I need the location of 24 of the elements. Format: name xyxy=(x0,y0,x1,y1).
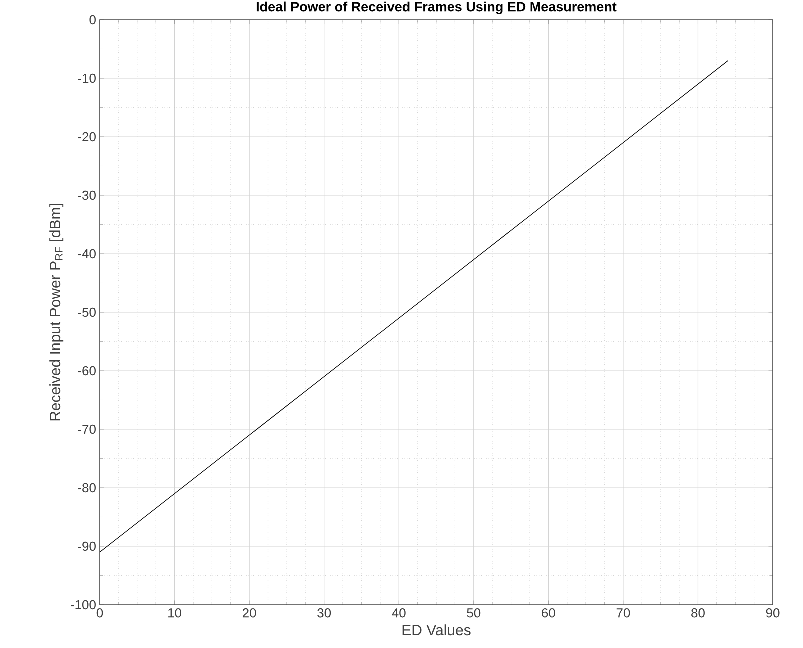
x-tick-label: 20 xyxy=(242,608,256,618)
x-axis-title: ED Values xyxy=(402,624,471,636)
y-tick-label: -60 xyxy=(78,366,96,376)
y-tick-label: -90 xyxy=(78,542,96,552)
x-tick-label: 30 xyxy=(318,608,332,618)
y-tick-label: 0 xyxy=(90,15,96,25)
x-tick-label: 90 xyxy=(766,608,780,618)
y-axis-title: Received Input Power P$_{RF}$ [dBm] xyxy=(50,204,64,421)
y-tick-label: -80 xyxy=(78,483,96,493)
y-tick-label: -50 xyxy=(78,308,96,318)
y-tick-label: -70 xyxy=(78,424,96,434)
x-tick-label: 10 xyxy=(168,608,182,618)
y-tick-label: -10 xyxy=(78,74,96,84)
x-tick-label: 40 xyxy=(392,608,406,618)
y-tick-label: -20 xyxy=(78,132,96,142)
x-tick-label: 60 xyxy=(542,608,556,618)
x-tick-label: 50 xyxy=(467,608,481,618)
x-tick-label: 80 xyxy=(692,608,705,618)
y-tick-label: -30 xyxy=(78,190,96,200)
y-tick-label: -40 xyxy=(78,249,96,259)
x-tick-label: 0 xyxy=(96,608,104,618)
y-tick-label: -100 xyxy=(71,600,96,610)
chart-title: Ideal Power of Received Frames Using ED Measurement xyxy=(256,2,617,14)
x-tick-label: 70 xyxy=(616,608,630,618)
